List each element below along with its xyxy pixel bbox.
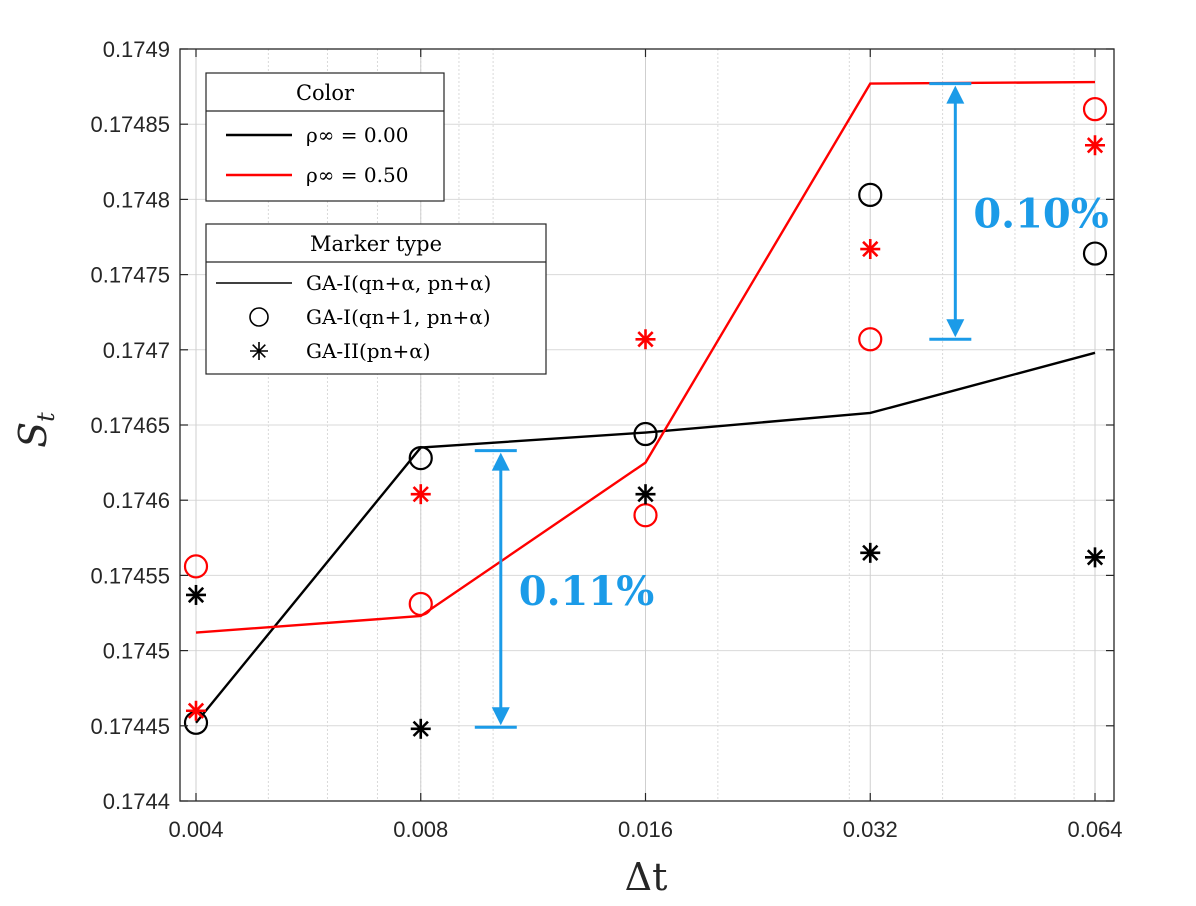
- legend-entry-label: GA-I(qn+α, pn+α): [306, 271, 491, 295]
- asterisk-stroke: [412, 720, 429, 737]
- circle-marker: [1082, 97, 1108, 122]
- circle-marker: [183, 554, 209, 579]
- asterisk-marker: [186, 584, 206, 605]
- legend-swatch: [249, 307, 269, 327]
- asterisk-marker: [860, 239, 881, 260]
- legend-entry-label: GA-I(qn+1, pn+α): [306, 305, 491, 329]
- circle-marker: [408, 591, 433, 617]
- circle-marker: [633, 421, 658, 447]
- circle-marker: [858, 327, 883, 352]
- circle-marker: [408, 445, 433, 471]
- y-tick-label: 0.17445: [90, 714, 170, 739]
- annotation-layer: 0.11% 0.10%: [474, 82, 1109, 729]
- y-tick-label: 0.17475: [90, 263, 170, 288]
- asterisk-stroke: [862, 544, 879, 561]
- x-tick-label: 0.016: [618, 817, 673, 842]
- asterisk-marker: [1085, 135, 1105, 156]
- x-tick-label: 0.064: [1067, 817, 1122, 842]
- x-tick-label: 0.004: [168, 817, 223, 842]
- legend-entry-label: ρ∞ = 0.00: [306, 123, 408, 147]
- asterisk-marker: [410, 718, 431, 739]
- y-tick-label: 0.1745: [103, 639, 170, 664]
- plot-frame: [179, 48, 1115, 802]
- asterisk-stroke: [187, 586, 205, 604]
- legend-frame: [205, 72, 445, 202]
- asterisk-stroke: [1086, 549, 1104, 566]
- y-axis-label-main: S: [11, 422, 55, 448]
- y-axis-label-subscript: t: [32, 412, 60, 422]
- legend-layer: Color ρ∞ = 0.00 ρ∞ = 0.50 Marker type GA-I(q…: [205, 72, 547, 375]
- asterisk-stroke: [187, 702, 205, 719]
- axes: 0.1744 0.17445 0.1745 0.17455 0.1746 0.17465 0…: [90, 37, 1122, 842]
- circle-marker: [1082, 241, 1108, 266]
- circle-marker: [858, 182, 883, 207]
- asterisk-stroke: [1086, 137, 1104, 154]
- y-tick-label: 0.1747: [103, 338, 170, 363]
- legend-swatch: [252, 344, 266, 358]
- series-line-0: [195, 351, 1096, 724]
- asterisk-stroke: [412, 486, 429, 503]
- legend-marker: Marker type GA-I(qn+α, pn+α) GA-I(qn+1, pn…: [205, 223, 547, 375]
- annotation-label: 0.11%: [519, 568, 654, 615]
- legend-title: Color: [296, 81, 355, 105]
- arrow-head-down: [946, 319, 965, 338]
- y-tick-label: 0.1749: [103, 37, 170, 62]
- y-tick-label: 0.17455: [90, 563, 170, 588]
- arrow-head-down: [491, 707, 510, 726]
- y-tick-label: 0.1746: [103, 488, 170, 513]
- x-tick-label: 0.008: [393, 817, 448, 842]
- annotation-label: 0.10%: [973, 190, 1108, 237]
- circle-marker: [633, 503, 658, 528]
- legend-color: Color ρ∞ = 0.00 ρ∞ = 0.50: [205, 72, 445, 202]
- asterisk-marker: [186, 700, 206, 721]
- legend-entry-label: ρ∞ = 0.50: [306, 163, 408, 187]
- asterisk-stroke: [637, 486, 654, 503]
- svg-text:St: St: [11, 412, 60, 448]
- y-tick-label: 0.1748: [103, 187, 170, 212]
- asterisk-marker: [635, 329, 656, 350]
- y-tick-label: 0.1744: [103, 789, 170, 814]
- asterisk-stroke: [862, 240, 879, 258]
- x-axis-label: Δt: [625, 855, 668, 899]
- annotation-arrow-1: 0.10%: [929, 82, 1109, 341]
- asterisk-marker: [860, 542, 881, 563]
- legend-entry-label: GA-II(pn+α): [306, 339, 431, 363]
- legend-title: Marker type: [310, 232, 442, 256]
- x-tick-label: 0.032: [843, 817, 898, 842]
- arrow-head-up: [491, 452, 510, 471]
- y-axis-label: St: [11, 412, 60, 448]
- annotation-arrow-0: 0.11%: [474, 449, 654, 729]
- y-tick-label: 0.17465: [90, 413, 170, 438]
- asterisk-marker: [635, 484, 656, 505]
- arrow-head-up: [946, 85, 965, 104]
- asterisk-stroke: [637, 331, 654, 348]
- asterisk-marker: [1085, 547, 1105, 568]
- y-tick-label: 0.17485: [90, 112, 170, 137]
- asterisk-marker: [410, 484, 431, 505]
- legend-frame: [205, 223, 547, 375]
